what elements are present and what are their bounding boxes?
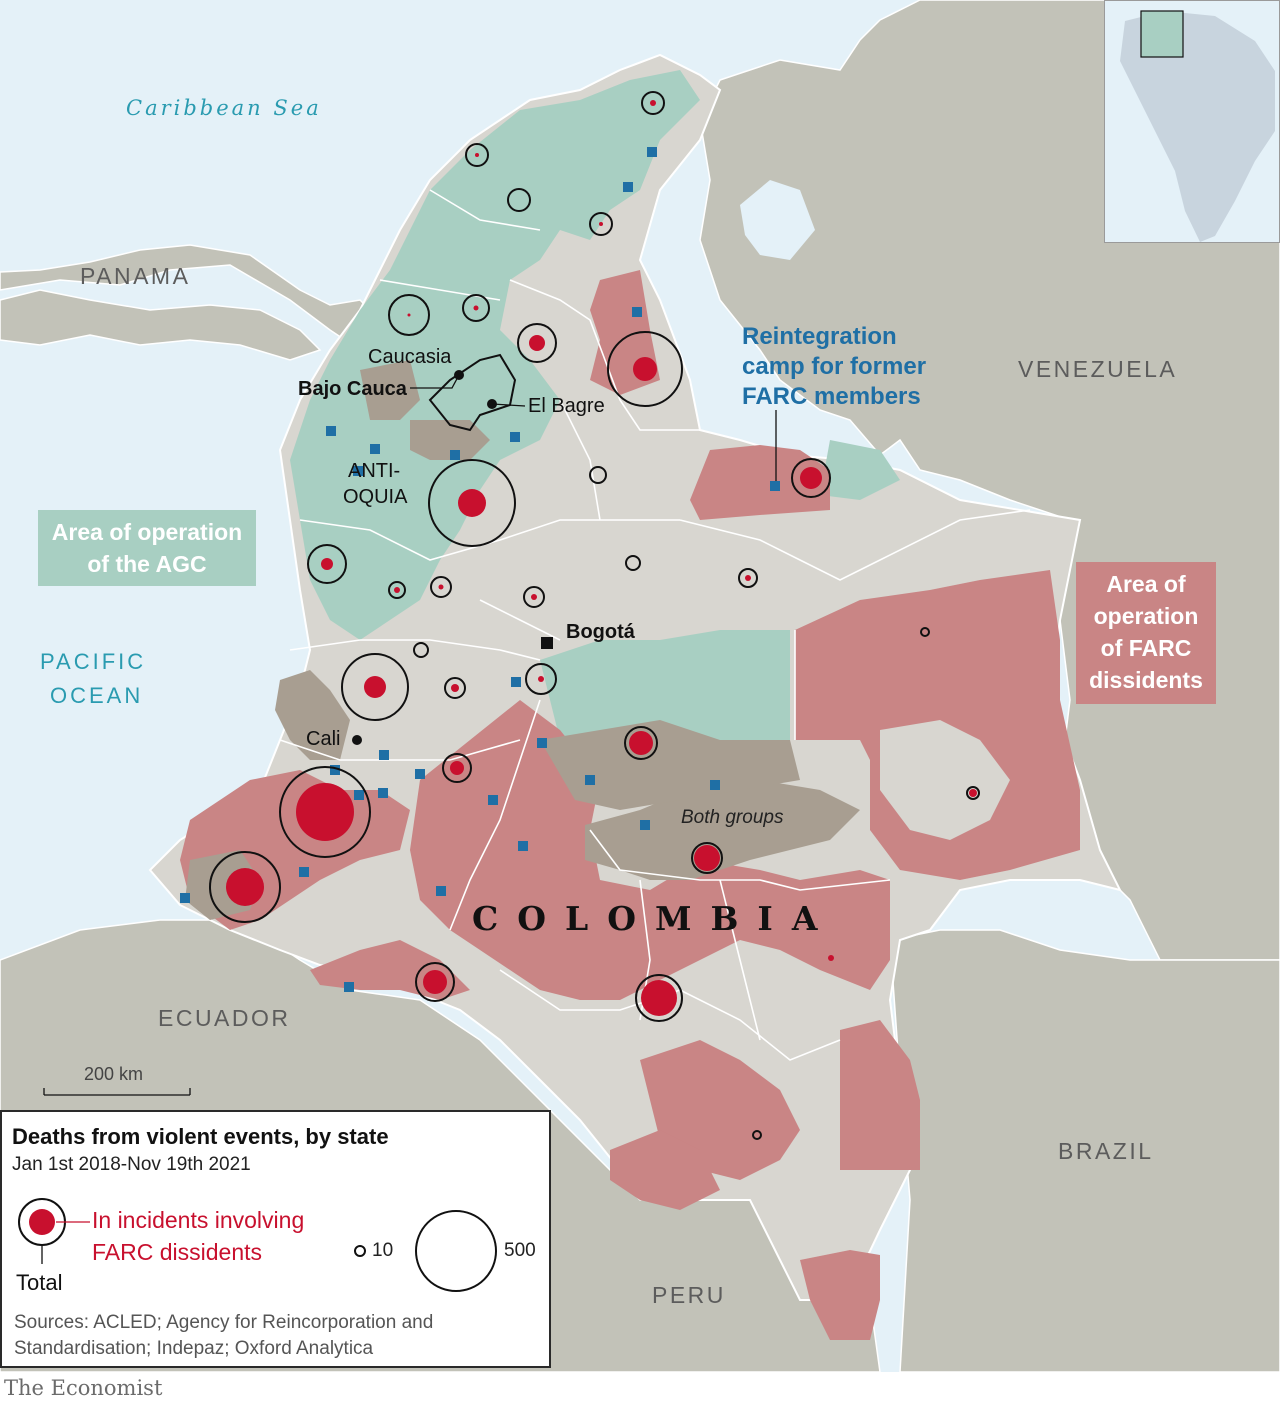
farc-area-catatumbo — [690, 445, 830, 520]
legend-size-500 — [415, 1210, 497, 1292]
legend-total-label: Total — [16, 1270, 63, 1295]
scale-bar-label: 200 km — [84, 1064, 144, 1084]
agc-annotation-box: Area of operation of the AGC — [38, 510, 256, 586]
both-groups-meta — [540, 720, 800, 810]
locator-inset — [1104, 0, 1280, 243]
ecuador-label: ECUADOR — [158, 1005, 291, 1031]
caribbean-sea-label: Caribbean Sea — [126, 96, 322, 120]
pacific-label-1: PACIFIC — [40, 649, 147, 674]
legend-farc-dot — [29, 1209, 55, 1235]
antioquia-label-1: ANTI- — [348, 460, 401, 482]
brand-label: The Economist — [4, 1376, 163, 1400]
deaths-total-rings — [209, 91, 980, 1140]
farc-area-tip — [800, 1250, 880, 1340]
el-bagre-label: El Bagre — [528, 395, 605, 417]
bajo-cauca-outline — [428, 353, 517, 432]
farc-area-leticia — [610, 1130, 720, 1210]
colombia-label: COLOMBIA — [472, 899, 837, 938]
reintegration-annotation: Reintegration camp for former FARC membe… — [742, 322, 926, 412]
farc-area-south — [410, 700, 890, 1000]
legend-title: Deaths from violent events, by state — [12, 1124, 389, 1149]
legend-size-large-label: 500 — [504, 1240, 536, 1261]
legend-subtitle: Jan 1st 2018-Nov 19th 2021 — [12, 1154, 251, 1175]
legend-box: Deaths from violent events, by state Jan… — [0, 1110, 551, 1368]
agc-annotation-line2: of the AGC — [87, 551, 207, 577]
panama-label: PANAMA — [80, 263, 191, 289]
venezuela-label: VENEZUELA — [1018, 356, 1178, 382]
panama-east — [0, 289, 322, 361]
reintegration-camps — [180, 147, 780, 992]
agc-area-north — [290, 70, 700, 640]
panama-land — [0, 244, 381, 352]
sources-line1: Sources: ACLED; Agency for Reincorporati… — [14, 1312, 434, 1333]
lake-maracaibo — [740, 180, 815, 260]
farc-annotation-line4: dissidents — [1089, 667, 1203, 693]
pacific-label-2: OCEAN — [50, 683, 144, 708]
town-markers — [352, 370, 553, 745]
legend-size-10 — [354, 1245, 366, 1257]
farc-annotation-line2: operation — [1093, 603, 1199, 629]
farc-annotation-line1: Area of — [1106, 571, 1186, 597]
bogota-label: Bogotá — [566, 621, 635, 643]
reintegration-line1: Reintegration — [742, 323, 897, 350]
both-groups-label: Both groups — [681, 807, 784, 828]
peru-label: PERU — [652, 1282, 726, 1308]
brazil-label: BRAZIL — [1058, 1138, 1154, 1164]
agc-annotation-line1: Area of operation — [51, 519, 243, 545]
south-america-locator — [1105, 1, 1279, 242]
deaths-farc-dots — [226, 100, 977, 1016]
antioquia-label-2: OQUIA — [343, 486, 408, 508]
legend-symbols — [18, 1198, 497, 1292]
legend-farc-text: In incidents involving FARC dissidents — [92, 1204, 304, 1268]
cali-label: Cali — [306, 728, 341, 750]
both-groups-antioquia — [360, 360, 420, 420]
sources-line2: Standardisation; Indepaz; Oxford Analyti… — [14, 1338, 374, 1359]
bajo-cauca-label: Bajo Cauca — [298, 378, 407, 400]
legend-farc-line1: In incidents involving — [92, 1207, 305, 1233]
caucasia-label: Caucasia — [368, 346, 452, 368]
farc-annotation-line3: of FARC — [1100, 635, 1192, 661]
farc-area-vaupes — [840, 1020, 920, 1170]
reintegration-line2: camp for former — [742, 353, 927, 380]
agc-area-east — [820, 440, 900, 500]
both-groups-area — [585, 780, 860, 880]
reintegration-line3: FARC members — [742, 383, 921, 410]
farc-annotation-box: Area of operation of FARC dissidents — [1076, 562, 1216, 704]
farc-area-gray-inner — [880, 720, 1010, 840]
legend-farc-line2: FARC dissidents — [92, 1239, 263, 1265]
legend-size-small-label: 10 — [372, 1240, 394, 1261]
both-groups-west — [275, 670, 350, 760]
agc-area-centre — [540, 630, 790, 760]
sources-note: Sources: ACLED; Agency for Reincorporati… — [14, 1310, 433, 1362]
state-borders — [279, 189, 1031, 1061]
